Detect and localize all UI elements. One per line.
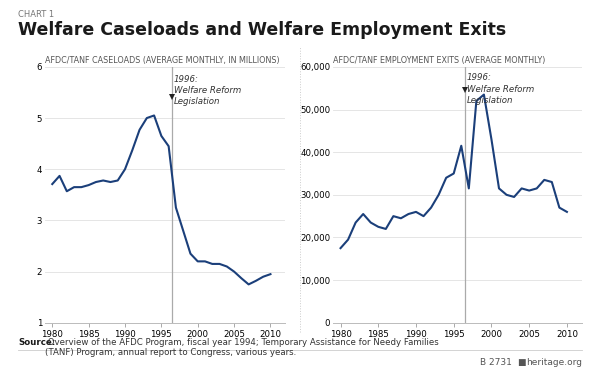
Text: AFDC/TANF EMPLOYMENT EXITS (AVERAGE MONTHLY): AFDC/TANF EMPLOYMENT EXITS (AVERAGE MONT… <box>333 56 545 65</box>
Text: Welfare Caseloads and Welfare Employment Exits: Welfare Caseloads and Welfare Employment… <box>18 21 506 39</box>
Text: B 2731: B 2731 <box>480 358 512 367</box>
Text: 1996:
Welfare Reform
Legislation: 1996: Welfare Reform Legislation <box>174 74 241 107</box>
Text: ■: ■ <box>517 358 526 367</box>
Text: CHART 1: CHART 1 <box>18 10 54 19</box>
Text: Source:: Source: <box>18 338 55 347</box>
Text: Overview of the AFDC Program, fiscal year 1994; Temporary Assistance for Needy F: Overview of the AFDC Program, fiscal yea… <box>45 338 439 358</box>
Text: heritage.org: heritage.org <box>526 358 582 367</box>
Text: AFDC/TANF CASELOADS (AVERAGE MONTHLY, IN MILLIONS): AFDC/TANF CASELOADS (AVERAGE MONTHLY, IN… <box>45 56 280 65</box>
Text: 1996:
Welfare Reform
Legislation: 1996: Welfare Reform Legislation <box>467 73 534 105</box>
